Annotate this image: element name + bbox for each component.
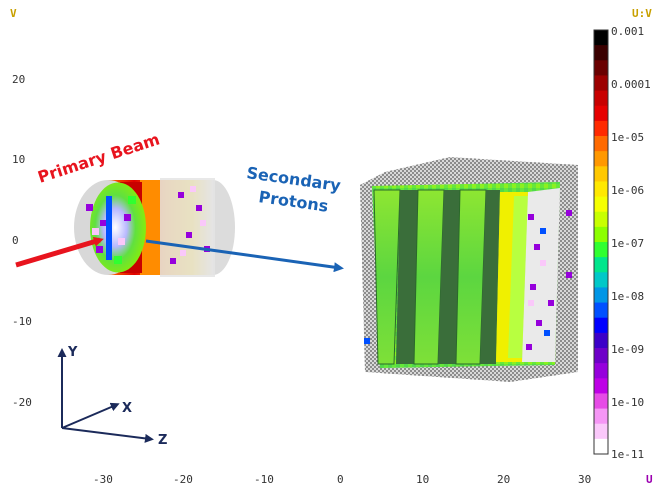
colorbar-segment [594,120,608,137]
colorbar-segment [594,75,608,92]
secondary-protons-arrow [145,239,344,273]
x-tick: 30 [578,473,591,486]
colorbar-label: 1e-09 [611,343,644,356]
y-tick: -10 [12,315,32,328]
colorbar-segment [594,423,608,440]
colorbar-label: 0.001 [611,25,644,38]
colorbar-segment [594,272,608,288]
colorbar-segment [594,302,608,319]
x-tick: -10 [254,473,274,486]
colorbar-segment [594,151,608,167]
coordinate-triad: Y X Z [57,345,167,448]
colorbar-label: 1e-06 [611,184,644,197]
colorbar-segment [594,438,608,455]
colorbar-label: 1e-10 [611,396,644,409]
colorbar-label: 1e-11 [611,448,644,461]
colorbar-segment [594,60,608,76]
colorbar-label: 1e-07 [611,237,644,250]
y-tick: 20 [12,73,25,86]
y-axis-ticks: 20 10 0 -10 -20 [12,73,32,409]
x-tick: 0 [337,473,344,486]
x-tick: 10 [416,473,429,486]
u-axis-letter: U [646,473,653,486]
x-tick: -20 [173,473,193,486]
colorbar-segment [594,136,608,152]
colorbar-segment [594,393,608,410]
colorbar-segment [594,30,608,46]
colorbar-segment [594,242,608,258]
primary-beam-arrow [15,236,104,268]
colorbar-segment [594,378,608,394]
primary-beam-label: Primary Beam [35,129,162,186]
colorbar-segment [594,332,608,349]
y-tick: 10 [12,153,25,166]
triad-x-label: X [122,401,132,416]
colorbar-segment [594,196,608,213]
colorbar-segment [594,317,608,334]
colorbar-segment [594,348,608,364]
colorbar-segment [594,363,608,379]
x-tick: 20 [497,473,510,486]
colorbar-segment [594,287,608,304]
target-cylinder [74,178,235,277]
colorbar-label: 1e-05 [611,131,644,144]
colorbar-segment [594,408,608,425]
uv-label: U:V [632,7,652,20]
x-tick: -30 [93,473,113,486]
colorbar-segment [594,45,608,61]
colorbar-segment [594,181,608,198]
colorbar-label: 1e-08 [611,290,644,303]
colorbar-segment [594,105,608,122]
colorbar-labels: 0.001 0.0001 1e-05 1e-06 1e-07 1e-08 1e-… [611,25,651,461]
colorbar-segment [594,257,608,273]
y-tick: 0 [12,234,19,247]
colorbar-segment [594,226,608,243]
detector-block [360,157,578,382]
colorbar-segment [594,166,608,182]
y-tick: -20 [12,396,32,409]
v-axis-letter: V [10,7,17,20]
triad-y-label: Y [67,345,78,360]
colorbar-segment [594,211,608,228]
colorbar-frame [593,29,609,455]
colorbar-segment [594,90,608,107]
colorbar-label: 0.0001 [611,78,651,91]
colorbar [594,30,608,455]
x-axis-ticks: -30 -20 -10 0 10 20 30 [93,473,591,486]
triad-z-label: Z [158,433,167,448]
